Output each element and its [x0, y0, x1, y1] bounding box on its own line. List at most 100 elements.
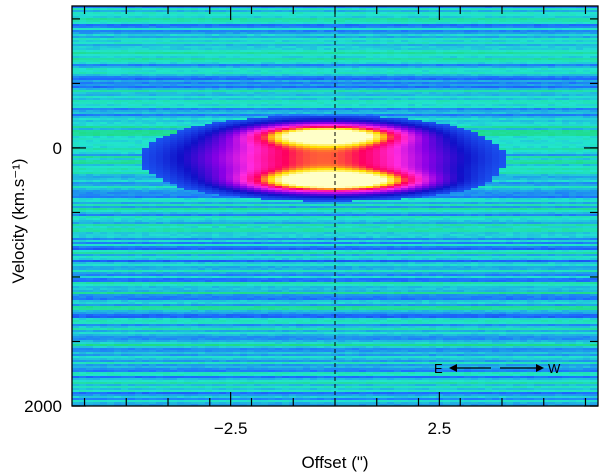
heatmap-cell	[443, 44, 451, 47]
heatmap-cell	[464, 46, 472, 49]
heatmap-cell	[156, 50, 164, 53]
heatmap-cell	[513, 24, 521, 27]
heatmap-cell	[366, 60, 374, 63]
heatmap-cell	[366, 46, 374, 49]
heatmap-cell	[86, 20, 94, 23]
heatmap-cell	[499, 40, 507, 43]
heatmap-cell	[156, 78, 164, 81]
heatmap-cell	[324, 44, 332, 47]
heatmap-cell	[352, 22, 360, 25]
heatmap-cell	[296, 34, 304, 37]
heatmap-cell	[107, 76, 115, 79]
heatmap-cell	[506, 82, 514, 85]
heatmap-cell	[464, 16, 472, 19]
heatmap-cell	[443, 52, 451, 55]
heatmap-cell	[100, 48, 108, 51]
heatmap-cell	[590, 40, 598, 43]
heatmap-cell	[296, 76, 304, 79]
heatmap-cell	[534, 26, 542, 29]
heatmap-cell	[422, 14, 430, 17]
heatmap-cell	[296, 36, 304, 39]
heatmap-cell	[415, 36, 423, 39]
heatmap-cell	[506, 6, 514, 9]
heatmap-cell	[492, 60, 500, 63]
heatmap-cell	[541, 6, 549, 9]
heatmap-cell	[219, 24, 227, 27]
heatmap-cell	[212, 14, 220, 17]
heatmap-cell	[212, 68, 220, 71]
heatmap-cell	[177, 22, 185, 25]
heatmap-cell	[401, 28, 409, 31]
heatmap-cell	[275, 44, 283, 47]
heatmap-cell	[317, 14, 325, 17]
heatmap-cell	[163, 18, 171, 21]
heatmap-cell	[275, 72, 283, 75]
heatmap-cell	[128, 84, 136, 87]
heatmap-cell	[387, 82, 395, 85]
heatmap-cell	[324, 52, 332, 55]
heatmap-cell	[163, 24, 171, 27]
heatmap-cell	[562, 28, 570, 31]
heatmap-cell	[506, 56, 514, 59]
heatmap-cell	[317, 40, 325, 43]
heatmap-cell	[394, 38, 402, 41]
heatmap-cell	[303, 74, 311, 77]
heatmap-cell	[422, 48, 430, 51]
heatmap-cell	[205, 40, 213, 43]
heatmap-cell	[303, 46, 311, 49]
heatmap-cell	[156, 32, 164, 35]
heatmap-cell	[107, 54, 115, 57]
heatmap-cell	[79, 68, 87, 71]
heatmap-cell	[149, 80, 157, 83]
heatmap-cell	[394, 82, 402, 85]
heatmap-cell	[149, 76, 157, 79]
heatmap-cell	[408, 50, 416, 53]
heatmap-cell	[261, 44, 269, 47]
heatmap-cell	[303, 8, 311, 11]
heatmap-cell	[408, 32, 416, 35]
heatmap-cell	[506, 50, 514, 53]
heatmap-cell	[429, 62, 437, 65]
heatmap-cell	[443, 76, 451, 79]
heatmap-cell	[296, 70, 304, 73]
heatmap-cell	[422, 20, 430, 23]
heatmap-cell	[324, 64, 332, 67]
heatmap-cell	[72, 80, 80, 83]
heatmap-cell	[478, 34, 486, 37]
heatmap-cell	[457, 76, 465, 79]
heatmap-cell	[506, 38, 514, 41]
heatmap-cell	[86, 46, 94, 49]
heatmap-cell	[422, 76, 430, 79]
heatmap-cell	[275, 24, 283, 27]
heatmap-cell	[184, 74, 192, 77]
heatmap-cell	[541, 56, 549, 59]
heatmap-cell	[429, 24, 437, 27]
heatmap-cell	[247, 70, 255, 73]
heatmap-cell	[170, 62, 178, 65]
heatmap-cell	[219, 28, 227, 31]
heatmap-cell	[576, 14, 584, 17]
heatmap-cell	[387, 78, 395, 81]
heatmap-cell	[499, 24, 507, 27]
heatmap-cell	[310, 54, 318, 57]
heatmap-cell	[177, 72, 185, 75]
heatmap-cell	[562, 38, 570, 41]
heatmap-cell	[471, 6, 479, 9]
heatmap-cell	[142, 60, 150, 63]
heatmap-cell	[422, 42, 430, 45]
heatmap-cell	[429, 64, 437, 67]
heatmap-cell	[121, 76, 129, 79]
heatmap-cell	[443, 22, 451, 25]
heatmap-cell	[163, 38, 171, 41]
heatmap-cell	[345, 74, 353, 77]
heatmap-cell	[317, 72, 325, 75]
heatmap-cell	[156, 20, 164, 23]
heatmap-cell	[198, 68, 206, 71]
heatmap-cell	[303, 36, 311, 39]
heatmap-cell	[226, 14, 234, 17]
heatmap-cell	[268, 20, 276, 23]
heatmap-cell	[464, 82, 472, 85]
heatmap-cell	[569, 80, 577, 83]
heatmap-cell	[485, 34, 493, 37]
heatmap-cell	[163, 12, 171, 15]
